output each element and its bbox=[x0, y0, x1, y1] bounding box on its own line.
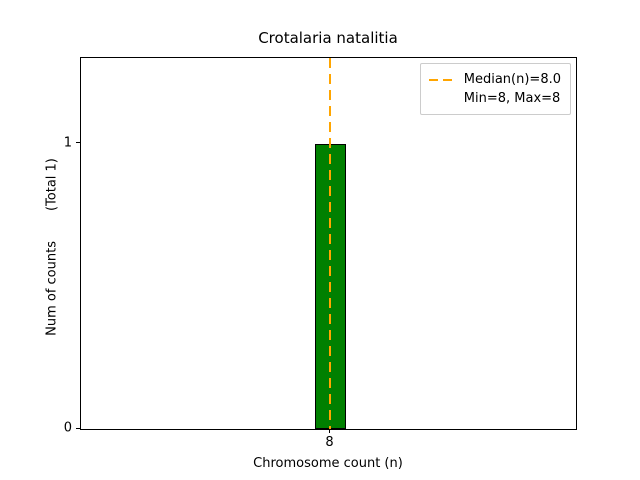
chart-title: Crotalaria natalitia bbox=[258, 29, 398, 47]
legend-label-median: Median(n)=8.0 bbox=[463, 72, 561, 87]
plot-area: Median(n)=8.0 Min=8, Max=8 bbox=[80, 57, 577, 430]
x-tick-mark-8 bbox=[329, 429, 331, 433]
y-tick-label-0: 0 bbox=[63, 420, 72, 436]
y-tick-mark-1 bbox=[76, 142, 80, 144]
legend-entry-median: Median(n)=8.0 bbox=[428, 70, 561, 89]
x-axis-label: Chromosome count (n) bbox=[253, 456, 403, 471]
x-tick-label-8: 8 bbox=[325, 435, 334, 450]
legend: Median(n)=8.0 Min=8, Max=8 bbox=[419, 63, 571, 115]
y-axis-total-note: (Total 1) bbox=[44, 158, 60, 212]
legend-label-minmax: Min=8, Max=8 bbox=[463, 91, 561, 106]
y-axis-label-group: Num of counts (Total 1) bbox=[45, 158, 60, 336]
legend-blank-sample bbox=[429, 98, 456, 100]
y-tick-mark-0 bbox=[76, 427, 80, 429]
y-axis-label: Num of counts bbox=[44, 241, 60, 336]
median-line bbox=[329, 58, 332, 429]
dashed-line-icon bbox=[428, 78, 456, 81]
y-tick-label-1: 1 bbox=[63, 135, 72, 151]
legend-entry-minmax: Min=8, Max=8 bbox=[429, 89, 561, 108]
